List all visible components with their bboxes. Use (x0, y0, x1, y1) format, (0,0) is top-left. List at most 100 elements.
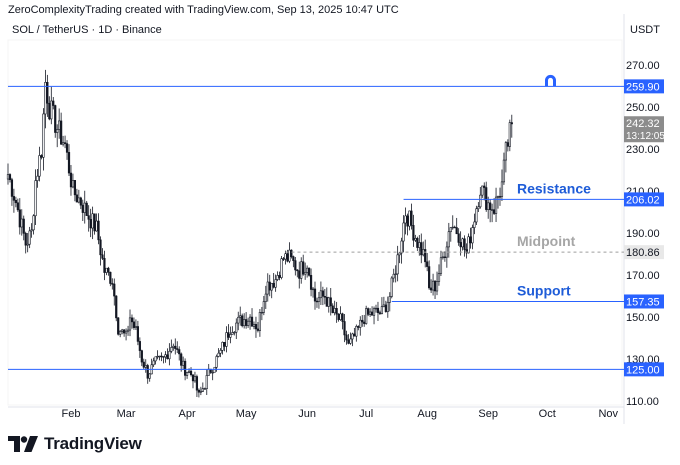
candle-body (91, 213, 94, 229)
candle-body (89, 219, 92, 229)
level-label: Support (517, 282, 571, 298)
candle-body (128, 317, 132, 331)
candle-body (262, 301, 265, 313)
candle-body (416, 238, 419, 248)
candle-body (435, 281, 439, 292)
tradingview-logo[interactable]: TradingView (8, 434, 142, 454)
candle-body (307, 267, 311, 276)
y-tick-label: 230.00 (626, 144, 660, 156)
candle-body (81, 204, 84, 213)
candle-body (46, 82, 49, 104)
price-tag-label: 180.86 (626, 247, 660, 259)
candle-body (260, 312, 263, 314)
candle-body (384, 304, 387, 312)
candle-body (329, 297, 332, 307)
candle-body (396, 254, 399, 275)
candle-body (56, 129, 59, 133)
candle-body (455, 227, 458, 235)
level-label: Resistance (517, 180, 591, 196)
candle-body (492, 209, 496, 214)
candle-body (65, 143, 69, 153)
candle-body (286, 253, 289, 262)
candle-body (506, 142, 509, 147)
price-tag (624, 294, 664, 309)
candle-body (246, 320, 250, 326)
candle-body (199, 391, 202, 393)
candle-body (453, 226, 456, 229)
candle-body (252, 324, 256, 327)
candle-body (494, 196, 498, 214)
candle-body (241, 315, 244, 327)
candle-body (337, 313, 340, 320)
candle-body (24, 233, 27, 246)
candle-body (211, 371, 214, 374)
candle-body (142, 361, 145, 368)
candle-body (424, 249, 427, 263)
last-price-label: 242.32 (626, 118, 660, 130)
candle-body (496, 196, 500, 198)
price-tag (624, 245, 664, 260)
candle-body (296, 269, 299, 272)
alert-icon[interactable] (545, 74, 556, 87)
price-tag-label: 157.35 (626, 296, 660, 308)
candle-body (225, 332, 228, 347)
candle-body (498, 196, 502, 198)
candle-body (243, 319, 246, 327)
price-tag-label: 125.00 (626, 364, 660, 376)
candle-body (170, 347, 173, 352)
candle-body (132, 321, 136, 328)
candle-body (30, 229, 33, 232)
candle-body (404, 215, 407, 224)
candle-body (178, 349, 181, 355)
candle-body (406, 215, 409, 227)
candle-body (52, 100, 55, 106)
candle-body (500, 181, 504, 197)
candle-body (184, 360, 187, 376)
x-tick-label: Jul (359, 408, 373, 420)
last-price-tag (624, 116, 664, 143)
alert-icon-shape (545, 74, 556, 87)
candle-body (445, 246, 448, 258)
candle-body (201, 388, 204, 392)
candle-body (18, 209, 21, 228)
candle-body (382, 304, 385, 307)
y-tick-label: 110.00 (626, 396, 659, 408)
candle-body (109, 271, 112, 284)
candle-body (335, 308, 338, 315)
candle-body (447, 231, 450, 248)
candle-body (111, 283, 114, 285)
candle-body (158, 355, 161, 358)
candle-body (449, 227, 452, 233)
candle-body (420, 242, 423, 256)
candle-body (467, 236, 470, 254)
symbol-title: SOL / TetherUS · 1D · Binance (12, 24, 162, 36)
candle-body (215, 356, 218, 368)
candle-body (50, 100, 53, 120)
candle-body (317, 297, 321, 302)
candle-body (369, 311, 372, 315)
candle-body (217, 352, 220, 357)
candle-body (248, 316, 252, 322)
candle-body (166, 354, 169, 360)
candle-body (42, 113, 45, 158)
candle-body (115, 295, 118, 319)
candle-body (146, 365, 149, 379)
candle-body (372, 308, 376, 316)
candle-body (412, 225, 415, 241)
candle-body (195, 376, 199, 391)
candle-body (502, 159, 506, 183)
candle-body (284, 253, 287, 260)
chart-caption: ZeroComplexityTrading created with Tradi… (8, 4, 399, 16)
candle-body (6, 174, 10, 180)
candle-body (370, 311, 374, 316)
tradingview-logo-text: TradingView (44, 434, 142, 453)
price-chart[interactable]: Resistance Midpoint Support 270.00 250.00 23… (0, 0, 680, 430)
candle-body (130, 317, 134, 323)
candle-body (237, 316, 240, 324)
candle-body (189, 370, 193, 376)
y-tick-label: 170.00 (626, 270, 660, 282)
candle-body (221, 341, 224, 351)
grid (7, 14, 625, 424)
candle-body (264, 293, 267, 302)
candle-body (443, 256, 446, 258)
